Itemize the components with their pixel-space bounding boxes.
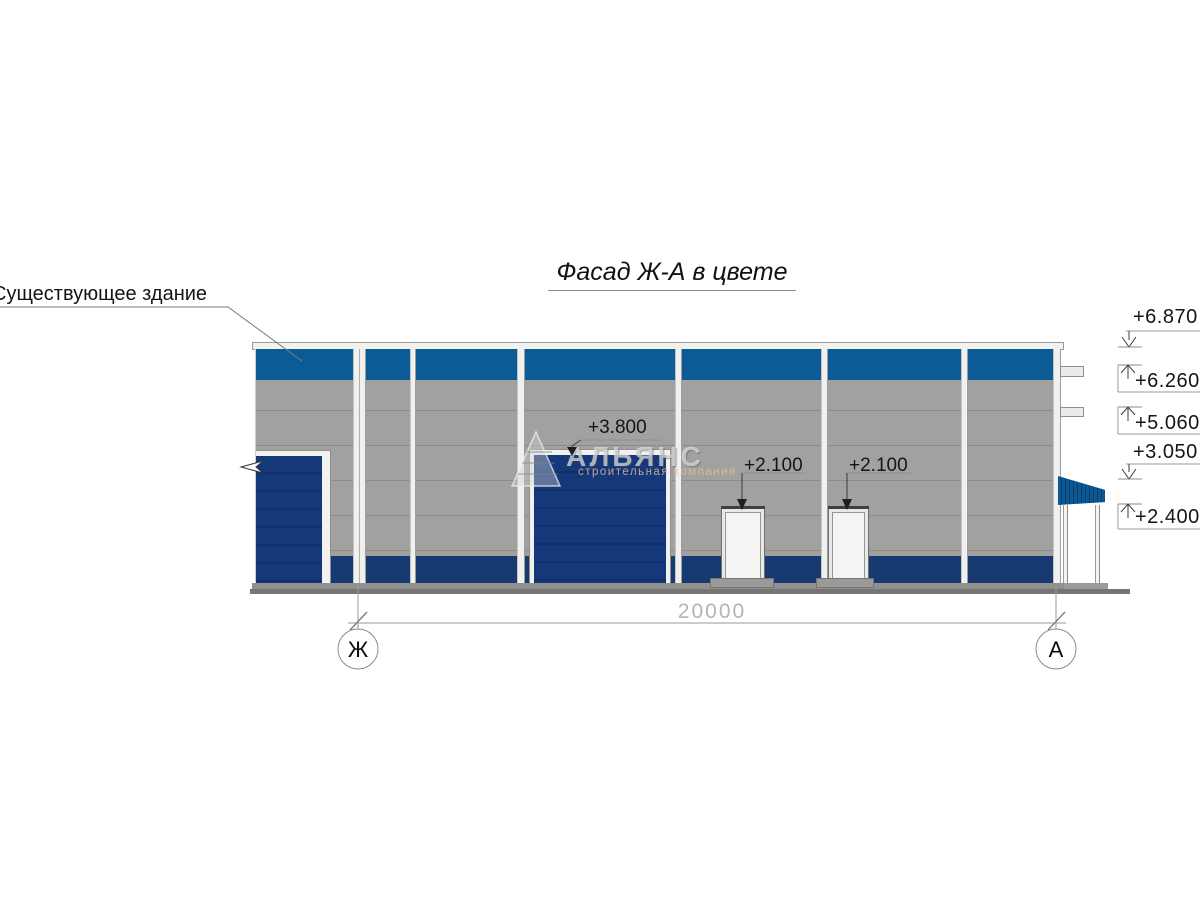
- elevation-label: +3.050: [1133, 441, 1198, 463]
- pilaster: [410, 349, 416, 583]
- canopy-base: [1055, 583, 1108, 589]
- door1-height-leader: [737, 472, 806, 510]
- garage-door-center: [529, 449, 671, 583]
- down-arrow-icon: [737, 499, 747, 510]
- axis-label-a: А: [1048, 637, 1064, 662]
- building-plinth: [252, 583, 1064, 589]
- gate-height-leader: [567, 439, 661, 456]
- door-threshold: [816, 578, 874, 588]
- door2-height-leader: [842, 472, 911, 510]
- dimension-line-group: [348, 583, 1066, 631]
- entry-door-2: [828, 506, 869, 583]
- facade-top-blue-band: [256, 349, 1061, 380]
- entry-door-2-leaf: [832, 512, 865, 582]
- pilaster: [675, 349, 682, 583]
- entry-door-1-leaf: [725, 512, 761, 582]
- elevation-label: +2.400: [1135, 506, 1200, 528]
- elevation-label: +5.060: [1135, 412, 1200, 434]
- elevation-mark-6870: [1118, 330, 1200, 348]
- watermark-subtitle: строительная компания: [578, 466, 737, 478]
- pilaster-corner: [1053, 349, 1061, 583]
- wall-bracket-upper: [1060, 366, 1084, 377]
- wall-bracket-lower: [1060, 407, 1084, 417]
- door-height-label: +2.100: [744, 455, 803, 476]
- elevation-mark-5060: [1117, 406, 1200, 435]
- door-lintel: [828, 506, 869, 509]
- callout-leader-line: [0, 306, 303, 362]
- door-threshold: [710, 578, 774, 588]
- down-arrow-icon: [842, 499, 852, 510]
- gate-height-label: +3.800: [588, 417, 647, 438]
- elevation-label: +6.870: [1133, 306, 1198, 328]
- dimension-tick: [1047, 611, 1066, 631]
- elevation-label: +6.260: [1135, 370, 1200, 392]
- dimension-tick: [349, 611, 368, 631]
- dimension-value: 20000: [677, 600, 747, 623]
- door-height-label: +2.100: [849, 455, 908, 476]
- pilaster: [961, 349, 968, 583]
- pilaster-junction-seam: [359, 349, 360, 583]
- axis-bubble-right: [1035, 628, 1077, 670]
- garage-door-left-panels: [256, 456, 322, 583]
- down-arrow-icon: [567, 447, 577, 456]
- pyramid-logo-icon: [510, 430, 562, 487]
- watermark-name: АЛЬЯНС: [566, 441, 704, 472]
- elevation-mark-6260: [1117, 364, 1200, 393]
- drawing-title: Фасад Ж-А в цвете: [548, 258, 796, 291]
- ground-line: [250, 589, 1130, 594]
- canopy-column: [1095, 505, 1100, 583]
- elevation-mark-2400: [1117, 503, 1200, 530]
- axis-label-zh: Ж: [347, 637, 369, 662]
- pilaster: [821, 349, 828, 583]
- elevation-mark-3050: [1118, 463, 1200, 480]
- garage-door-left: [256, 450, 331, 583]
- door-level-dart-icon: [239, 460, 264, 474]
- canopy-column: [1063, 505, 1068, 583]
- axis-bubble-left: [337, 628, 379, 670]
- existing-building-label: Существующее здание: [0, 283, 208, 305]
